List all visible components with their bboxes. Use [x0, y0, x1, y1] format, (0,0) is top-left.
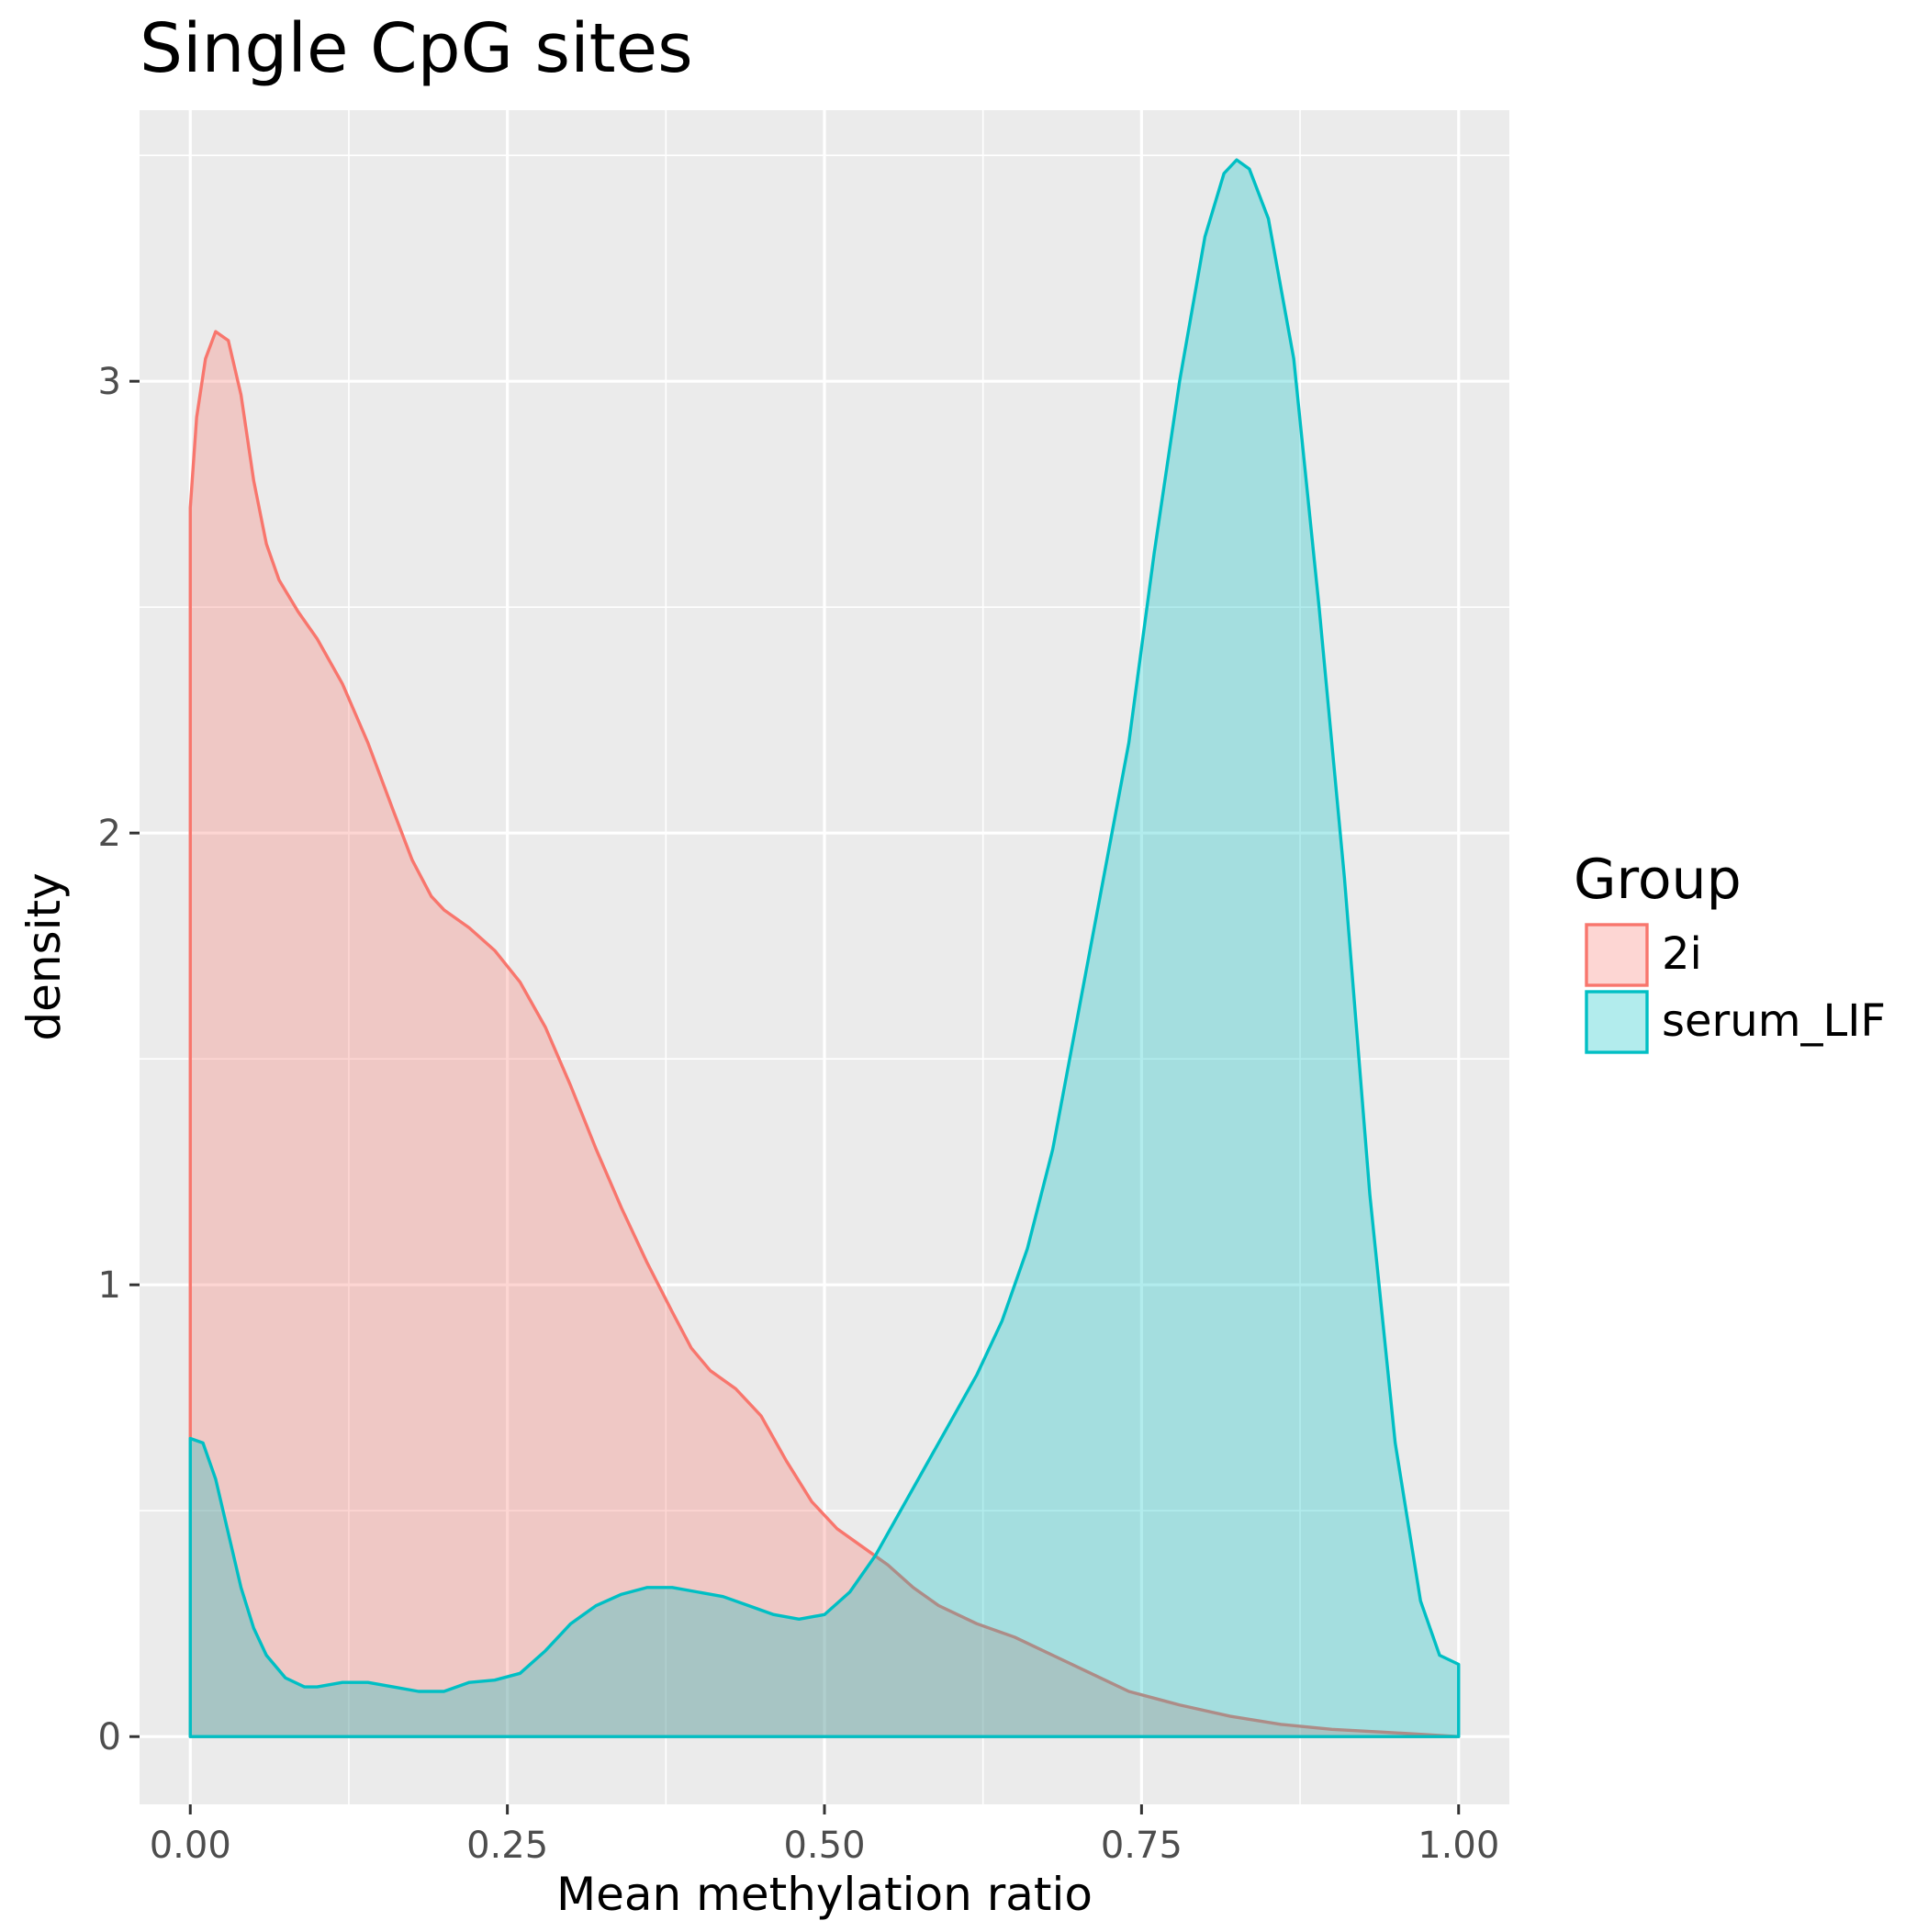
legend-title: Group [1574, 848, 1742, 912]
x-tick-label: 0.75 [1101, 1825, 1183, 1867]
density-area-serum-lif [188, 158, 1461, 1738]
y-axis-label: density [17, 872, 71, 1040]
x-tick-label: 1.00 [1418, 1825, 1499, 1867]
x-axis-label: Mean methylation ratio [556, 1868, 1093, 1921]
y-tick-label: 2 [98, 813, 121, 855]
legend-label-serum-lif: serum_LIF [1662, 995, 1886, 1047]
y-tick-label: 3 [98, 361, 121, 403]
x-tick-label: 0.50 [783, 1825, 865, 1867]
chart-title: Single CpG sites [140, 9, 693, 88]
legend-swatch-serum-lif [1585, 990, 1649, 1054]
y-tick-label: 0 [98, 1716, 121, 1758]
y-tick-label: 1 [98, 1264, 121, 1307]
legend: Group 2i serum_LIF [1574, 848, 1886, 1054]
x-tick-label: 0.25 [466, 1825, 548, 1867]
density-area-2i [188, 330, 1461, 1738]
axes: 0.00 0.25 0.50 0.75 1.00 0 1 2 3 [98, 361, 1500, 1867]
legend-swatch-2i [1585, 923, 1649, 987]
density-series [188, 158, 1461, 1738]
x-tick-label: 0.00 [150, 1825, 231, 1867]
legend-label-2i: 2i [1662, 928, 1702, 980]
legend-items: 2i serum_LIF [1585, 923, 1886, 1054]
